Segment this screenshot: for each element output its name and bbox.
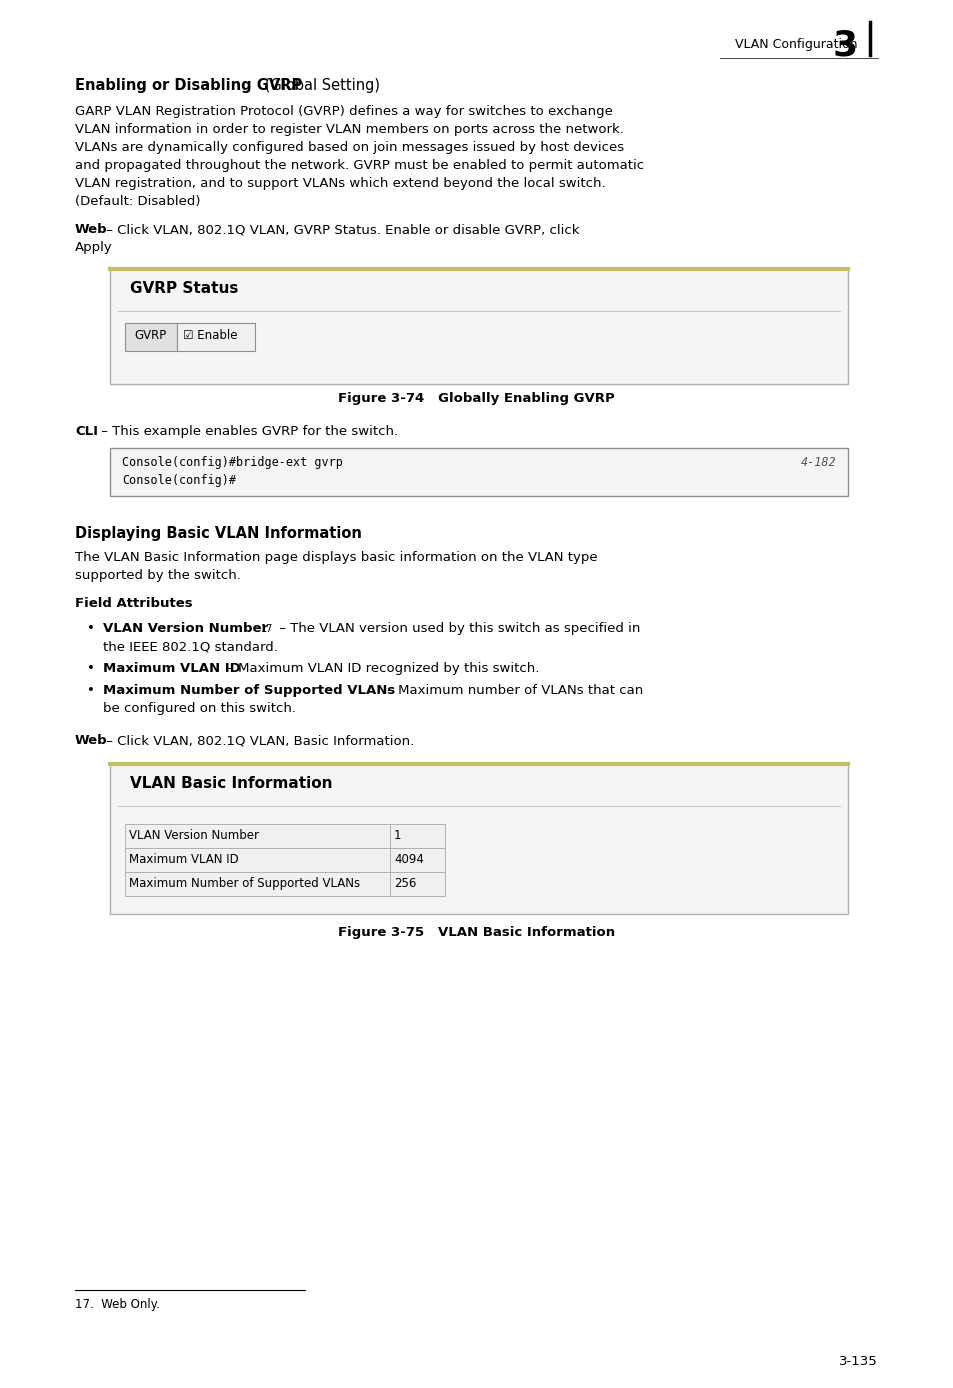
Text: Field Attributes: Field Attributes	[75, 597, 193, 609]
Text: Maximum VLAN ID: Maximum VLAN ID	[103, 662, 240, 675]
Text: GVRP: GVRP	[134, 329, 167, 341]
Text: Figure 3-74   Globally Enabling GVRP: Figure 3-74 Globally Enabling GVRP	[337, 391, 615, 405]
Text: the IEEE 802.1Q standard.: the IEEE 802.1Q standard.	[103, 640, 277, 652]
Text: Maximum VLAN ID: Maximum VLAN ID	[129, 854, 238, 866]
Text: 17: 17	[261, 625, 274, 634]
Text: be configured on this switch.: be configured on this switch.	[103, 702, 295, 715]
Text: •: •	[87, 684, 94, 697]
Text: 3: 3	[832, 28, 857, 62]
Text: VLAN registration, and to support VLANs which extend beyond the local switch.: VLAN registration, and to support VLANs …	[75, 178, 605, 190]
Text: Console(config)#bridge-ext gvrp: Console(config)#bridge-ext gvrp	[122, 457, 342, 469]
Text: Maximum Number of Supported VLANs: Maximum Number of Supported VLANs	[103, 684, 395, 697]
Text: and propagated throughout the network. GVRP must be enabled to permit automatic: and propagated throughout the network. G…	[75, 160, 643, 172]
Text: 4094: 4094	[394, 854, 423, 866]
FancyBboxPatch shape	[110, 269, 847, 384]
Text: VLAN Version Number: VLAN Version Number	[129, 829, 258, 843]
Text: 17.  Web Only.: 17. Web Only.	[75, 1298, 160, 1312]
Text: CLI: CLI	[75, 425, 98, 439]
Text: Apply: Apply	[75, 242, 112, 254]
FancyBboxPatch shape	[125, 872, 444, 897]
Text: Enabling or Disabling GVRP: Enabling or Disabling GVRP	[75, 78, 302, 93]
Text: Maximum Number of Supported VLANs: Maximum Number of Supported VLANs	[129, 877, 359, 890]
Text: (Global Setting): (Global Setting)	[260, 78, 379, 93]
FancyBboxPatch shape	[125, 824, 444, 848]
Text: •: •	[87, 662, 94, 675]
Text: Displaying Basic VLAN Information: Displaying Basic VLAN Information	[75, 526, 361, 541]
FancyBboxPatch shape	[110, 448, 847, 496]
Text: Figure 3-75   VLAN Basic Information: Figure 3-75 VLAN Basic Information	[337, 926, 615, 940]
Text: supported by the switch.: supported by the switch.	[75, 569, 240, 582]
FancyBboxPatch shape	[125, 848, 444, 872]
Text: Web: Web	[75, 734, 108, 747]
Text: •: •	[87, 622, 94, 634]
Text: Console(config)#: Console(config)#	[122, 473, 235, 487]
Text: (Default: Disabled): (Default: Disabled)	[75, 194, 200, 208]
Text: GARP VLAN Registration Protocol (GVRP) defines a way for switches to exchange: GARP VLAN Registration Protocol (GVRP) d…	[75, 105, 612, 118]
Text: GVRP Status: GVRP Status	[130, 280, 238, 296]
FancyBboxPatch shape	[125, 323, 177, 351]
Text: VLAN Version Number: VLAN Version Number	[103, 622, 268, 634]
Text: – Maximum VLAN ID recognized by this switch.: – Maximum VLAN ID recognized by this swi…	[223, 662, 538, 675]
FancyBboxPatch shape	[177, 323, 254, 351]
Text: 4-182: 4-182	[800, 457, 835, 469]
Text: – Maximum number of VLANs that can: – Maximum number of VLANs that can	[382, 684, 642, 697]
Text: Web: Web	[75, 223, 108, 236]
Text: – This example enables GVRP for the switch.: – This example enables GVRP for the swit…	[97, 425, 397, 439]
Text: 256: 256	[394, 877, 416, 890]
Text: VLAN information in order to register VLAN members on ports across the network.: VLAN information in order to register VL…	[75, 124, 623, 136]
Text: 3-135: 3-135	[839, 1355, 877, 1369]
Text: VLAN Configuration: VLAN Configuration	[734, 37, 857, 51]
Text: 1: 1	[394, 829, 401, 843]
Text: VLANs are dynamically configured based on join messages issued by host devices: VLANs are dynamically configured based o…	[75, 142, 623, 154]
Text: ☑ Enable: ☑ Enable	[183, 329, 237, 341]
FancyBboxPatch shape	[110, 763, 847, 915]
Text: – Click VLAN, 802.1Q VLAN, Basic Information.: – Click VLAN, 802.1Q VLAN, Basic Informa…	[102, 734, 414, 747]
Text: – Click VLAN, 802.1Q VLAN, GVRP Status. Enable or disable GVRP, click: – Click VLAN, 802.1Q VLAN, GVRP Status. …	[102, 223, 578, 236]
Text: The VLAN Basic Information page displays basic information on the VLAN type: The VLAN Basic Information page displays…	[75, 551, 597, 564]
Text: VLAN Basic Information: VLAN Basic Information	[130, 776, 333, 791]
Text: – The VLAN version used by this switch as specified in: – The VLAN version used by this switch a…	[274, 622, 639, 634]
